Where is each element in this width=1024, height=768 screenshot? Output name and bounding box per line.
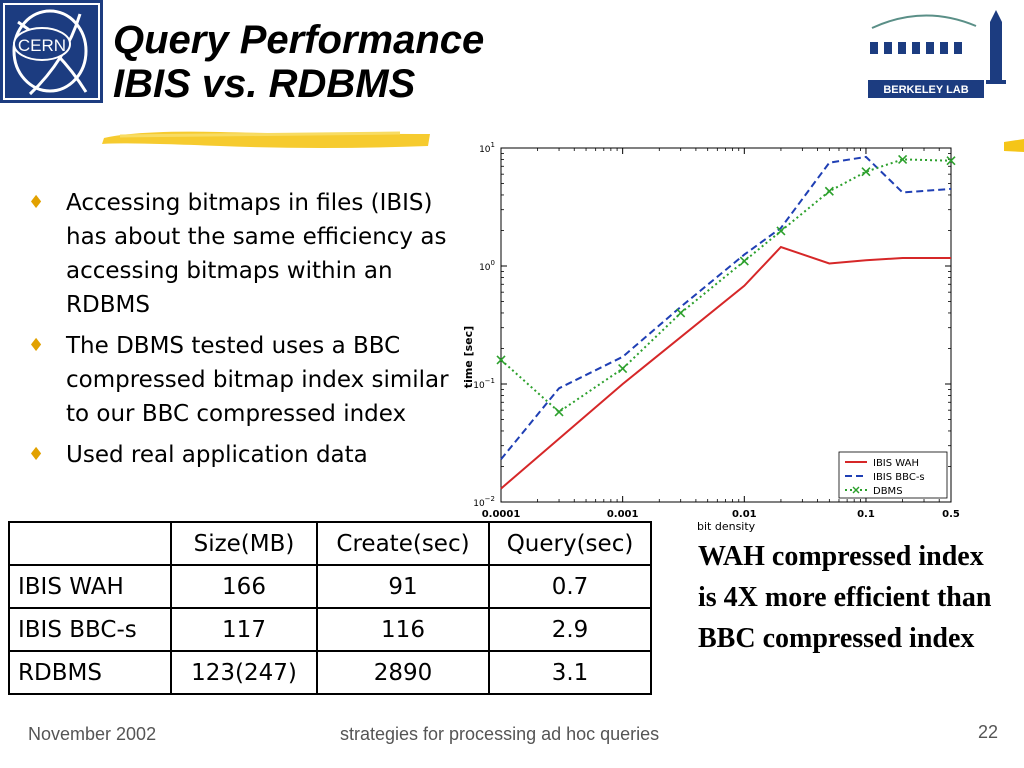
results-table: Size(MB) Create(sec) Query(sec) IBIS WAH…	[8, 521, 652, 695]
bullet-item: ♦ Accessing bitmaps in files (IBIS) has …	[28, 186, 468, 322]
berkeley-lab-logo: BERKELEY LAB	[868, 10, 1006, 98]
y-axis-label: time [sec]	[462, 326, 475, 388]
svg-text:BERKELEY LAB: BERKELEY LAB	[883, 84, 968, 96]
series-line-ibis-wah	[500, 245, 951, 490]
table-cell: 0.7	[488, 564, 652, 609]
data-point-marker	[824, 186, 834, 196]
table-cell: IBIS WAH	[8, 564, 172, 609]
table-row: IBIS BBC-s 117 116 2.9	[8, 607, 652, 652]
table-header-cell: Create(sec)	[316, 521, 490, 566]
bullet-text: Used real application data	[66, 442, 368, 468]
table-cell: IBIS BBC-s	[8, 607, 172, 652]
table-header-row: Size(MB) Create(sec) Query(sec)	[8, 521, 652, 566]
x-tick-label: 0.0001	[482, 509, 521, 520]
slide-title: Query Performance IBIS vs. RDBMS	[113, 18, 484, 106]
table-cell: 2.9	[488, 607, 652, 652]
side-brush-stroke	[1004, 139, 1024, 152]
data-point-marker	[676, 308, 686, 318]
legend-label: IBIS WAH	[873, 458, 919, 469]
bullet-item: ♦ The DBMS tested uses a BBC compressed …	[28, 329, 468, 431]
data-point-marker	[776, 226, 786, 236]
table-header-cell: Query(sec)	[488, 521, 652, 566]
x-tick-label: 0.001	[607, 509, 639, 520]
data-point-marker	[554, 407, 564, 417]
y-tick-label: 10−1	[473, 377, 495, 391]
table-cell: 166	[170, 564, 318, 609]
y-tick-label: 101	[479, 141, 495, 155]
bullet-item: ♦ Used real application data	[28, 438, 468, 472]
series-line-ibis-bbc-s	[500, 155, 952, 460]
data-point-marker	[739, 256, 749, 266]
data-point-marker	[946, 156, 956, 166]
title-line-2: IBIS vs. RDBMS	[113, 62, 416, 106]
data-point-marker	[496, 355, 506, 365]
x-tick-label: 0.1	[857, 509, 875, 520]
x-tick-label: 0.01	[732, 509, 757, 520]
x-tick-label: 0.5	[942, 509, 960, 520]
y-tick-label: 100	[479, 259, 495, 273]
table-row: RDBMS 123(247) 2890 3.1	[8, 650, 652, 695]
title-underline-stroke	[102, 131, 430, 148]
table-cell: 123(247)	[170, 650, 318, 695]
data-point-marker	[898, 154, 908, 165]
data-point-marker	[861, 167, 871, 177]
slide-number: 22	[978, 722, 999, 742]
y-tick-label: 10−2	[473, 495, 495, 509]
table-cell: 3.1	[488, 650, 652, 695]
plot-area	[500, 147, 952, 503]
diamond-bullet-icon: ♦	[28, 444, 45, 465]
data-point-marker	[618, 364, 628, 374]
cern-logo-icon: CERN	[0, 0, 103, 103]
table-row: IBIS WAH 166 91 0.7	[8, 564, 652, 609]
legend-marker	[852, 486, 860, 494]
legend-label: DBMS	[873, 486, 903, 497]
table-cell: 2890	[316, 650, 490, 695]
title-line-1: Query Performance	[113, 18, 485, 62]
table-cell: 116	[316, 607, 490, 652]
legend-label: IBIS BBC-s	[873, 472, 925, 483]
cern-logo: CERN	[0, 0, 103, 103]
table-header-cell	[8, 521, 172, 566]
diamond-bullet-icon: ♦	[28, 335, 45, 356]
table-header-cell: Size(MB)	[170, 521, 318, 566]
series-line-dbms	[500, 158, 952, 414]
table-cell: 91	[316, 564, 490, 609]
bullet-text: Accessing bitmaps in files (IBIS) has ab…	[66, 190, 447, 318]
x-axis-label: bit density	[697, 520, 756, 532]
bullet-list: ♦ Accessing bitmaps in files (IBIS) has …	[28, 186, 468, 479]
table-cell: RDBMS	[8, 650, 172, 695]
conclusion-callout: WAH compressed index is 4X more efficien…	[698, 541, 992, 654]
performance-chart: 0.0001 0.001 0.01 0.1 0.5 10−2 10−1 100 101 IBIS…	[462, 141, 960, 532]
svg-text:CERN: CERN	[18, 36, 66, 55]
footer-subject: strategies for processing ad hoc queries	[340, 724, 660, 744]
bullet-text: The DBMS tested uses a BBC compressed bi…	[66, 333, 449, 427]
footer-date: November 2002	[28, 724, 157, 744]
table-cell: 117	[170, 607, 318, 652]
diamond-bullet-icon: ♦	[28, 192, 45, 213]
